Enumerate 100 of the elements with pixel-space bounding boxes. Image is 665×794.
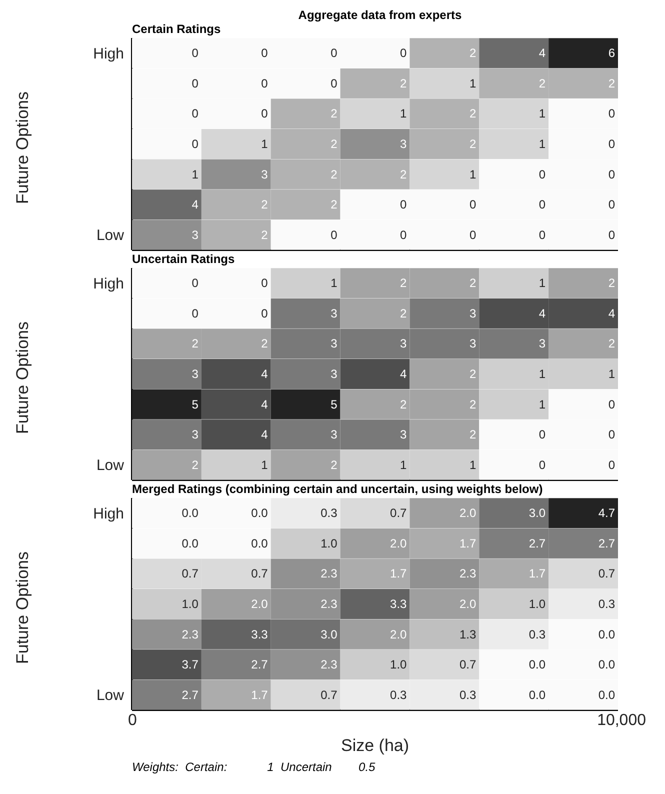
- data-label: 2.0: [390, 536, 408, 550]
- data-label: 3.7: [182, 658, 199, 672]
- data-label: 2: [538, 76, 546, 90]
- data-label: 2: [330, 137, 338, 151]
- y-tick-label: High: [93, 505, 124, 522]
- data-label: 4: [538, 306, 546, 320]
- data-label: 3: [192, 428, 199, 442]
- data-label: 0.0: [598, 627, 616, 642]
- data-label: 1.0: [182, 597, 199, 611]
- data-label: 3: [400, 137, 408, 151]
- data-label: 3: [330, 336, 338, 351]
- data-label: 0: [192, 106, 199, 121]
- data-label: 3: [400, 428, 408, 442]
- data-label: 0: [192, 137, 199, 151]
- data-label: 3.3: [251, 627, 268, 642]
- data-label: 2: [330, 198, 338, 212]
- data-label: 0.3: [459, 688, 476, 702]
- data-label: 1.3: [459, 627, 476, 642]
- data-label: 0: [400, 198, 408, 212]
- data-label: 1: [469, 458, 476, 472]
- y-axis-title: Future Options: [13, 552, 32, 664]
- data-label: 2.0: [390, 627, 408, 642]
- data-label: 2.0: [459, 597, 476, 611]
- data-label: 3: [261, 167, 268, 182]
- chart-title: Aggregate data from experts: [297, 8, 463, 22]
- data-label: 2.3: [459, 566, 476, 581]
- data-label: 0.0: [182, 536, 199, 550]
- data-label: 3: [330, 428, 338, 442]
- data-label: 1: [330, 276, 338, 290]
- data-label: 2: [469, 106, 476, 121]
- data-label: 0.0: [182, 506, 199, 520]
- data-label: 0.0: [528, 658, 546, 672]
- data-label: 0.3: [390, 688, 408, 702]
- data-label: 2: [400, 276, 408, 290]
- data-label: 1.0: [528, 597, 546, 611]
- y-tick-label: High: [93, 275, 124, 292]
- data-label: 2: [330, 167, 338, 182]
- data-label: 1: [538, 276, 546, 290]
- data-label: 0: [192, 276, 199, 290]
- data-label: 2: [400, 397, 408, 412]
- data-label: 0: [330, 76, 338, 90]
- data-label: 0.7: [459, 658, 476, 672]
- data-label: 1: [469, 76, 476, 90]
- data-label: 0: [608, 106, 616, 121]
- data-label: 1.7: [390, 566, 408, 581]
- data-label: 2: [261, 228, 268, 242]
- data-label: 4: [192, 198, 199, 212]
- data-label: 0: [192, 306, 199, 320]
- data-label: 3: [330, 367, 338, 381]
- data-label: 4: [261, 367, 268, 381]
- data-label: 0: [538, 198, 546, 212]
- data-label: 1: [538, 106, 546, 121]
- data-label: 0.0: [598, 688, 616, 702]
- data-label: 1.0: [320, 536, 338, 550]
- data-label: 2: [608, 336, 616, 351]
- data-label: 0: [608, 428, 616, 442]
- data-label: 1: [538, 367, 546, 381]
- data-label: 1: [400, 106, 408, 121]
- data-label: 5: [330, 397, 338, 412]
- data-label: 1.7: [459, 536, 476, 550]
- y-tick-label: Low: [96, 457, 124, 474]
- data-label: 2.0: [251, 597, 268, 611]
- data-label: 1.7: [528, 566, 546, 581]
- data-label: 1: [608, 367, 616, 381]
- data-label: 2: [192, 336, 199, 351]
- data-label: 2.3: [320, 566, 338, 581]
- data-label: 2: [608, 76, 616, 90]
- data-label: 1: [261, 458, 268, 472]
- text: 0: [128, 712, 137, 730]
- data-label: 2.7: [251, 658, 268, 672]
- data-label: 2: [261, 198, 268, 212]
- data-label: 0: [608, 397, 616, 412]
- data-label: 0: [538, 428, 546, 442]
- data-label: 2.7: [528, 536, 546, 550]
- y-tick-label: Low: [96, 687, 124, 704]
- data-label: 2: [608, 276, 616, 290]
- data-label: 2: [400, 306, 408, 320]
- data-label: 0.3: [598, 597, 616, 611]
- text: Weights: Certain: 1 Uncertain 0.5: [131, 760, 376, 774]
- data-label: 3.0: [528, 506, 546, 520]
- data-label: 2.0: [459, 506, 476, 520]
- data-label: 4: [538, 46, 546, 60]
- data-label: 0.0: [251, 536, 268, 550]
- data-label: 0: [261, 106, 268, 121]
- data-label: 0: [261, 76, 268, 90]
- data-label: 0: [192, 46, 199, 60]
- data-label: 2: [469, 428, 476, 442]
- data-label: 4: [261, 428, 268, 442]
- data-label: 3: [400, 336, 408, 351]
- data-label: 0: [469, 228, 476, 242]
- data-label: 3: [192, 228, 199, 242]
- data-label: 4: [261, 397, 268, 412]
- data-label: 0: [538, 458, 546, 472]
- data-label: 2: [400, 76, 408, 90]
- data-label: 0.0: [598, 658, 616, 672]
- data-label: 1: [538, 397, 546, 412]
- data-label: 0.3: [320, 506, 338, 520]
- data-label: 2: [469, 137, 476, 151]
- text: 10,000: [597, 712, 646, 730]
- data-label: 0: [330, 228, 338, 242]
